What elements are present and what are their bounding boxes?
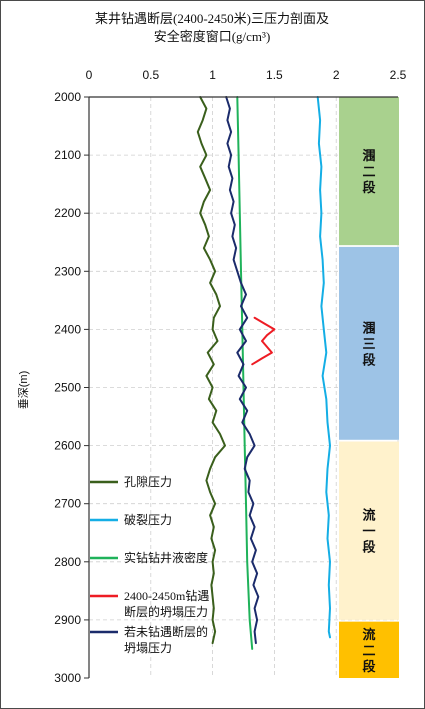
series-group [196, 96, 331, 650]
zone-2-block [339, 246, 399, 440]
legend-label-collapse: 若未钻遇断层的 [124, 624, 208, 639]
x-tick-label: 0.5 [142, 68, 159, 82]
y-tick-label: 2000 [54, 90, 81, 104]
x-tick-label: 0 [86, 68, 93, 82]
zone-1-block [339, 97, 399, 246]
zone-1-label: 二 [362, 164, 375, 179]
legend-label-pore: 孔隙压力 [124, 475, 172, 489]
zone-1-label: 段 [362, 180, 375, 195]
series-line-collapse [225, 96, 260, 645]
chart-title-line-1: 某井钻遇断层(2400-2450米)三压力剖面及 [95, 11, 329, 26]
x-tick-label: 2.5 [390, 68, 407, 82]
series-line-pore [196, 96, 226, 645]
y-tick-label: 2200 [54, 206, 81, 220]
y-tick-label: 2300 [54, 264, 81, 278]
y-tick-label: 2700 [54, 497, 81, 511]
chart-title-line-2: 安全密度窗口(g/cm³) [154, 29, 271, 44]
zone-2-label: 三 [362, 336, 375, 351]
legend-label-frac: 破裂压力 [124, 512, 172, 527]
y-tick-label: 2900 [54, 613, 81, 627]
zone-2-label: 段 [362, 352, 375, 367]
y-tick-label: 2100 [54, 148, 81, 162]
zone-3-label: 一 [362, 524, 375, 539]
zone-4-label: 段 [362, 659, 375, 674]
legend-label-faultcollapse: 2400-2450m钻遇 [124, 588, 209, 603]
legend-label-mud: 实钻钻井液密度 [124, 550, 208, 565]
legend-label-collapse: 坍塌压力 [124, 641, 172, 655]
y-tick-label: 2500 [54, 381, 81, 395]
zone-3-label: 流 [362, 508, 375, 523]
series-line-frac [316, 96, 331, 639]
x-tick-label: 2 [333, 68, 340, 82]
x-tick-label: 1.5 [266, 68, 283, 82]
y-tick-label: 3000 [54, 671, 81, 685]
zone-1-label: 涠 [362, 148, 375, 163]
axes: 0 0.5 1 1.5 2 2.5 2000 2100 2200 2300 2400 2500 2600… [54, 68, 406, 685]
zone-4-block [339, 621, 399, 678]
y-tick-label: 2600 [54, 439, 81, 453]
x-tick-label: 1 [209, 68, 216, 82]
series-line-faultcollapse [251, 316, 276, 366]
zone-2-label: 涠 [362, 320, 375, 335]
zone-3-block [339, 441, 399, 620]
y-tick-label: 2800 [54, 555, 81, 569]
zone-4-label: 二 [362, 643, 375, 658]
y-tick-label: 2400 [54, 322, 81, 336]
zone-3-label: 段 [362, 540, 375, 555]
y-axis-label: 垂深(m) [17, 371, 30, 410]
legend-label-faultcollapse: 断层的坍塌压力 [124, 604, 208, 619]
series-line-mud [236, 96, 254, 650]
zone-4-label: 流 [362, 627, 375, 642]
